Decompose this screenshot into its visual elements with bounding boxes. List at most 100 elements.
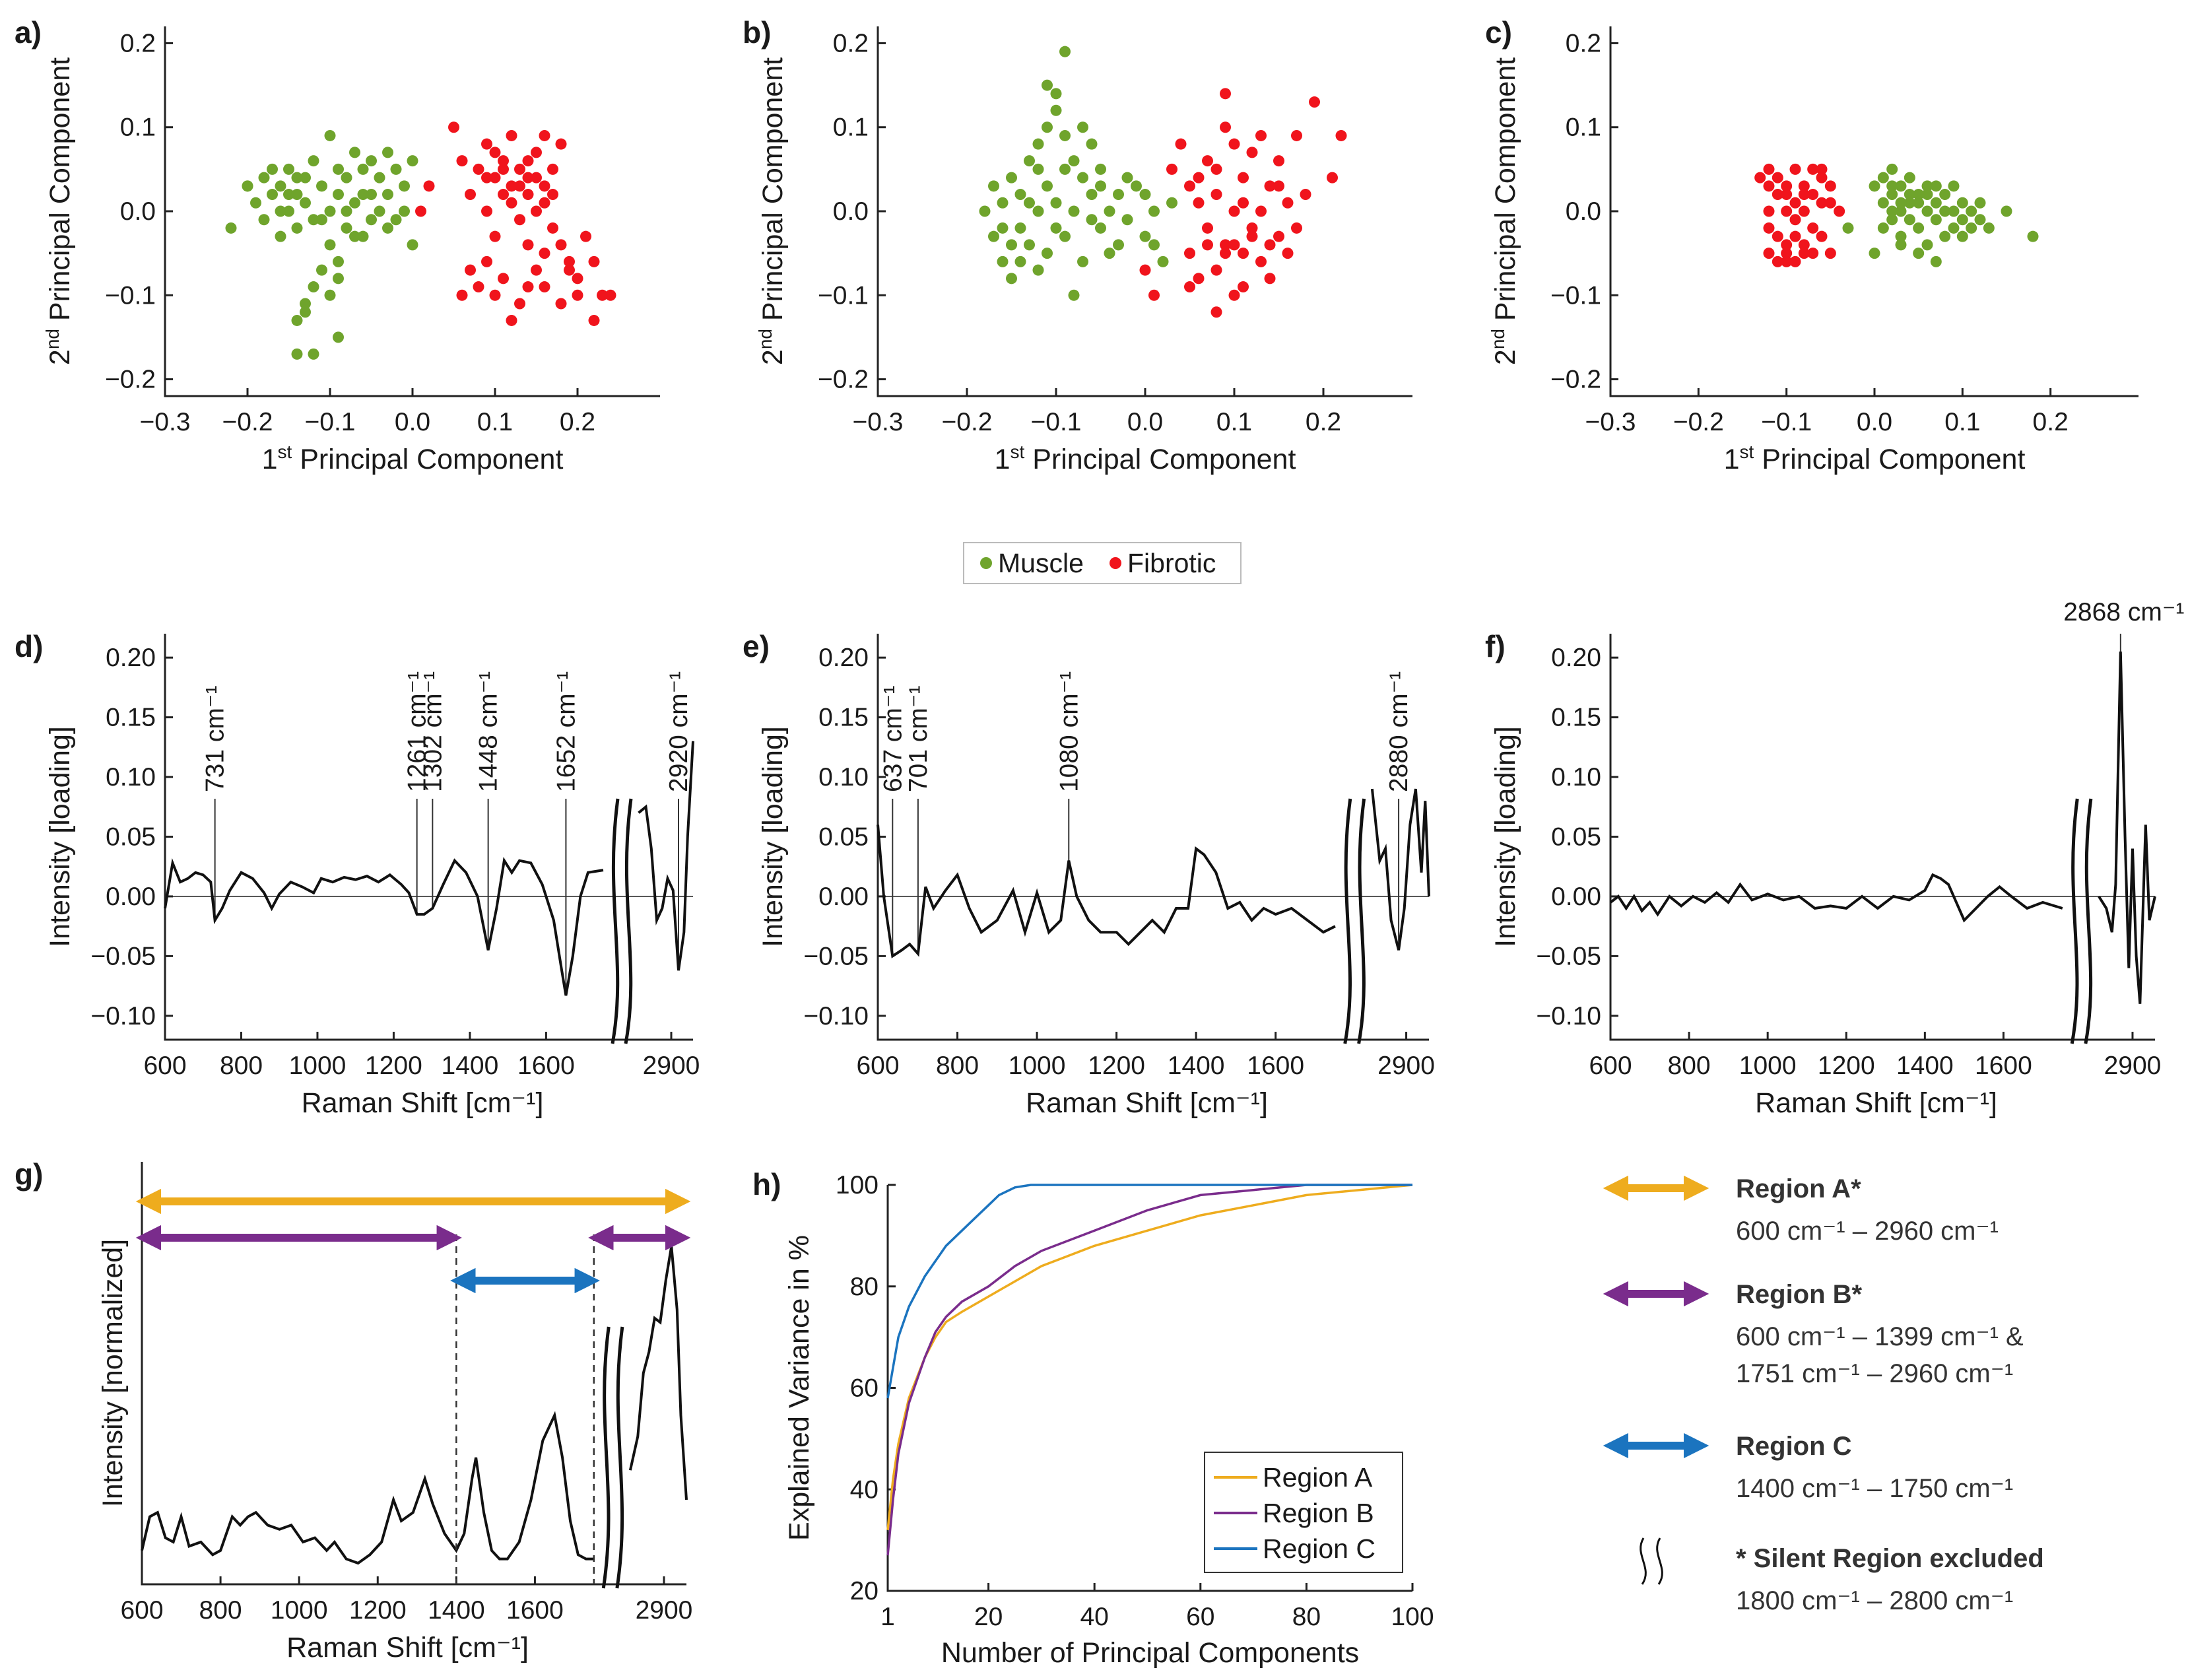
muscle-point: [1086, 214, 1098, 226]
muscle-point: [333, 273, 344, 285]
group-legend: Muscle Fibrotic: [963, 542, 1242, 584]
peak-annotation-label: 2868 cm⁻¹: [2063, 598, 2184, 626]
y-tick-label: 0.1: [1566, 114, 1601, 142]
y-axis-label-post: Principal Component: [1490, 57, 1521, 329]
peak-annotation-label: 637 cm⁻¹: [879, 686, 907, 792]
series-line-region-b: [886, 1184, 1412, 1556]
fibrotic-point: [1807, 189, 1819, 201]
muscle-point: [1913, 197, 1925, 209]
fibrotic-point: [1255, 205, 1267, 217]
fibrotic-point: [1210, 306, 1222, 318]
x-tick-label: 0.2: [1306, 408, 1341, 436]
spectrum-line-low: [1609, 873, 2063, 923]
fibrotic-point: [555, 298, 567, 310]
muscle-point: [1886, 189, 1898, 201]
y-tick-label: 0.20: [818, 644, 869, 672]
y-axis-label-super: nd: [755, 329, 776, 349]
muscle-point: [333, 255, 344, 267]
scatter-panel-c: −0.3 −0.2 −0.1 0.0 0.1 0.2−0.2−0.10.00.10.21s…: [1488, 26, 2138, 475]
x-tick-label: 600: [1589, 1052, 1632, 1080]
muscle-point: [1166, 197, 1177, 209]
y-tick-label: −0.10: [90, 1002, 156, 1030]
x-tick-label: 1600: [517, 1052, 575, 1080]
fibrotic-point: [1327, 172, 1338, 184]
fibrotic-point: [539, 281, 550, 293]
muscle-point: [1913, 248, 1925, 259]
fibrotic-point: [1798, 180, 1810, 192]
fibrotic-point: [522, 189, 534, 201]
muscle-point: [366, 155, 377, 167]
region-legend-title: Region A*: [1736, 1174, 1861, 1203]
muscle-point: [1050, 104, 1062, 116]
muscle-point: [390, 214, 402, 226]
muscle-point: [333, 189, 344, 201]
fibrotic-point: [1789, 214, 1801, 226]
muscle-point: [1904, 214, 1915, 226]
region-legend: Region A* 600 cm⁻¹ – 2960 cm⁻¹ Region B* 60…: [1603, 1174, 2044, 1615]
y-axis-label: Explained Variance in %: [783, 1235, 815, 1541]
muscle-point: [1930, 180, 1942, 192]
fibrotic-point: [1202, 222, 1213, 234]
fibrotic-point: [1139, 264, 1151, 276]
muscle-point: [1148, 205, 1160, 217]
muscle-point: [1974, 197, 1986, 209]
panel-label-a: a): [15, 15, 42, 50]
silent-region-break-icon: [1640, 1537, 1647, 1585]
fibrotic-point: [1300, 189, 1311, 201]
panel-label-e: e): [743, 629, 770, 663]
fibrotic-point: [1193, 273, 1205, 285]
fibrotic-point: [489, 230, 501, 242]
x-tick-label: 2900: [636, 1596, 693, 1625]
fibrotic-point: [1282, 197, 1294, 209]
x-tick-label: 1000: [1739, 1052, 1797, 1080]
fibrotic-point: [1264, 239, 1276, 251]
muscle-point: [407, 239, 418, 251]
muscle-point: [291, 222, 303, 234]
muscle-point: [1877, 172, 1889, 184]
muscle-point: [1121, 172, 1133, 184]
muscle-point: [1930, 197, 1942, 209]
x-axis-label: 1st Principal Component: [262, 442, 564, 475]
muscle-point: [1068, 205, 1080, 217]
muscle-point: [366, 214, 377, 226]
y-tick-label: 0.10: [1551, 763, 1601, 791]
muscle-point: [1059, 230, 1071, 242]
fibrotic-point: [1273, 230, 1284, 242]
muscle-point: [1086, 138, 1098, 150]
fibrotic-point: [1273, 155, 1284, 167]
x-axis-label-super: st: [1011, 442, 1025, 462]
y-axis-label: Intensity [normalized]: [97, 1239, 129, 1507]
muscle-point: [1050, 222, 1062, 234]
muscle-point: [1966, 222, 1977, 234]
fibrotic-point: [1763, 180, 1775, 192]
fibrotic-point: [456, 289, 468, 301]
muscle-point: [374, 172, 385, 184]
spectrum-line-low: [141, 1411, 594, 1565]
muscle-point: [1948, 205, 1960, 217]
fibrotic-point: [564, 255, 575, 267]
muscle-point: [316, 264, 327, 276]
fibrotic-point: [1798, 189, 1810, 201]
muscle-point: [1913, 222, 1925, 234]
g-axis-break-mark: [601, 1326, 611, 1589]
muscle-point: [275, 180, 286, 192]
fibrotic-point: [1184, 281, 1195, 293]
muscle-point: [1014, 189, 1026, 201]
muscle-point: [1042, 79, 1053, 91]
spectrum-line-low: [164, 857, 604, 996]
muscle-point: [283, 189, 294, 201]
muscle-point: [357, 163, 369, 175]
muscle-point: [1032, 264, 1044, 276]
muscle-point: [242, 180, 253, 192]
muscle-point: [1139, 189, 1151, 201]
muscle-point: [1086, 189, 1098, 201]
fibrotic-point: [1210, 163, 1222, 175]
panel-label-d: d): [15, 629, 43, 663]
fibrotic-point: [506, 129, 517, 141]
fibrotic-point: [588, 255, 600, 267]
fibrotic-point: [1824, 248, 1836, 259]
y-axis-label: Intensity [loading]: [44, 726, 76, 947]
muscle-point: [1904, 172, 1915, 184]
fibrotic-point: [1834, 205, 1845, 217]
